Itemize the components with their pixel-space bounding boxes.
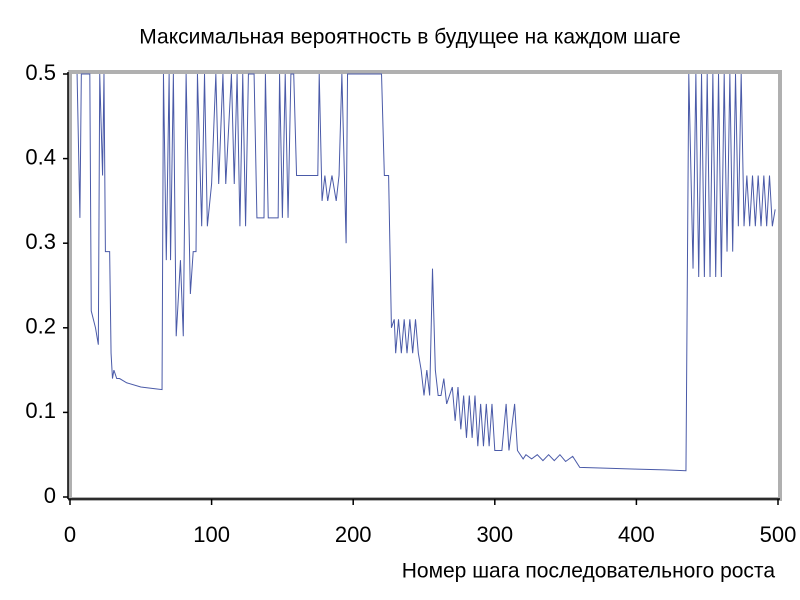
y-tick-label: 0: [44, 483, 56, 508]
chart-title: Максимальная вероятность в будущее на ка…: [139, 26, 680, 49]
x-tick-label: 300: [476, 522, 513, 547]
plot-frame: [68, 70, 782, 501]
x-tick-label: 100: [193, 522, 230, 547]
x-tick-label: 200: [335, 522, 372, 547]
data-line: [76, 73, 776, 472]
x-tick-label: 400: [618, 522, 655, 547]
y-tick-label: 0.3: [25, 229, 56, 254]
y-tick-label: 0.1: [25, 398, 56, 423]
y-tick-label: 0.2: [25, 314, 56, 339]
x-tick-label: 0: [64, 522, 76, 547]
y-tick-label: 0.4: [25, 144, 56, 169]
y-tick-label: 0.5: [25, 60, 56, 85]
x-tick-label: 500: [760, 522, 797, 547]
x-axis-label: Номер шага последовательного роста: [402, 560, 776, 583]
